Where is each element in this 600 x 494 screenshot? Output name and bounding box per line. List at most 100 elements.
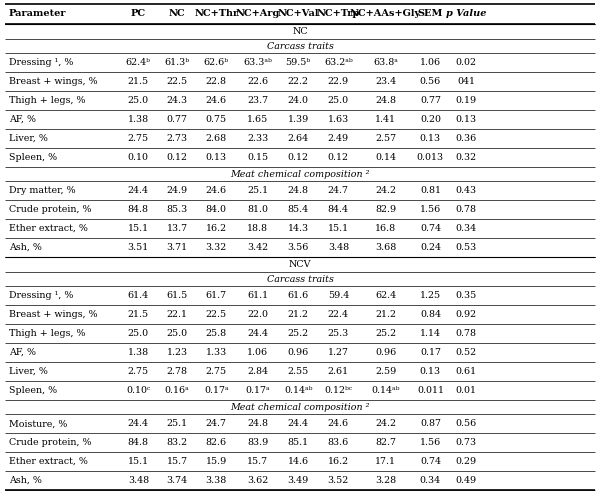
Text: 82.9: 82.9 xyxy=(375,205,396,214)
Text: 0.13: 0.13 xyxy=(206,153,227,162)
Text: 25.0: 25.0 xyxy=(128,96,149,105)
Text: 83.6: 83.6 xyxy=(328,438,349,447)
Text: NC+Val: NC+Val xyxy=(277,9,319,18)
Text: Ether extract, %: Ether extract, % xyxy=(9,457,88,466)
Text: 1.63: 1.63 xyxy=(328,115,349,124)
Text: 22.4: 22.4 xyxy=(328,310,349,319)
Text: 1.38: 1.38 xyxy=(128,348,149,357)
Text: 25.3: 25.3 xyxy=(328,329,349,338)
Text: 85.4: 85.4 xyxy=(287,205,309,214)
Text: Ether extract, %: Ether extract, % xyxy=(9,224,88,233)
Text: 82.6: 82.6 xyxy=(206,438,227,447)
Text: 0.77: 0.77 xyxy=(420,96,441,105)
Text: NC+Thr: NC+Thr xyxy=(194,9,238,18)
Text: 15.7: 15.7 xyxy=(247,457,268,466)
Text: Thigh + legs, %: Thigh + legs, % xyxy=(9,96,86,105)
Text: 24.9: 24.9 xyxy=(166,186,188,195)
Text: 0.17ᵃ: 0.17ᵃ xyxy=(204,386,229,395)
Text: 0.10: 0.10 xyxy=(128,153,149,162)
Text: NC+AAs+Gly: NC+AAs+Gly xyxy=(350,9,421,18)
Text: 81.0: 81.0 xyxy=(247,205,268,214)
Text: 0.12: 0.12 xyxy=(328,153,349,162)
Text: 0.34: 0.34 xyxy=(420,476,441,485)
Text: Carcass traits: Carcass traits xyxy=(266,41,334,50)
Text: 0.29: 0.29 xyxy=(456,457,477,466)
Text: 0.13: 0.13 xyxy=(420,134,441,143)
Text: 0.10ᶜ: 0.10ᶜ xyxy=(126,386,151,395)
Text: Parameter: Parameter xyxy=(9,9,67,18)
Text: 24.6: 24.6 xyxy=(206,96,227,105)
Text: 0.01: 0.01 xyxy=(456,386,477,395)
Text: 3.48: 3.48 xyxy=(328,243,349,252)
Text: 21.2: 21.2 xyxy=(375,310,396,319)
Text: 62.4: 62.4 xyxy=(375,291,396,300)
Text: 0.92: 0.92 xyxy=(456,310,477,319)
Text: NCV: NCV xyxy=(289,260,311,269)
Text: 0.36: 0.36 xyxy=(456,134,477,143)
Text: 3.38: 3.38 xyxy=(206,476,227,485)
Text: 3.32: 3.32 xyxy=(206,243,227,252)
Text: 2.59: 2.59 xyxy=(375,367,396,376)
Text: 24.6: 24.6 xyxy=(206,186,227,195)
Text: Dressing ¹, %: Dressing ¹, % xyxy=(9,291,73,300)
Text: 0.32: 0.32 xyxy=(456,153,477,162)
Text: 24.0: 24.0 xyxy=(288,96,309,105)
Text: 25.2: 25.2 xyxy=(375,329,396,338)
Text: Meat chemical composition ²: Meat chemical composition ² xyxy=(230,169,370,178)
Text: 2.55: 2.55 xyxy=(287,367,309,376)
Text: 24.4: 24.4 xyxy=(247,329,268,338)
Text: 0.13: 0.13 xyxy=(420,367,441,376)
Text: 0.96: 0.96 xyxy=(287,348,309,357)
Text: 61.1: 61.1 xyxy=(247,291,268,300)
Text: 25.0: 25.0 xyxy=(328,96,349,105)
Text: Breast + wings, %: Breast + wings, % xyxy=(9,310,98,319)
Text: 0.02: 0.02 xyxy=(456,58,477,67)
Text: AF, %: AF, % xyxy=(9,348,36,357)
Text: 25.0: 25.0 xyxy=(128,329,149,338)
Text: 21.2: 21.2 xyxy=(288,310,309,319)
Text: 15.1: 15.1 xyxy=(128,457,149,466)
Text: 84.0: 84.0 xyxy=(206,205,227,214)
Text: Breast + wings, %: Breast + wings, % xyxy=(9,77,98,86)
Text: 0.12: 0.12 xyxy=(166,153,187,162)
Text: 15.1: 15.1 xyxy=(328,224,349,233)
Text: 22.5: 22.5 xyxy=(166,77,188,86)
Text: 0.53: 0.53 xyxy=(456,243,477,252)
Text: 2.57: 2.57 xyxy=(375,134,396,143)
Text: 61.4: 61.4 xyxy=(128,291,149,300)
Text: 85.1: 85.1 xyxy=(287,438,309,447)
Text: 84.4: 84.4 xyxy=(328,205,349,214)
Text: 1.25: 1.25 xyxy=(420,291,441,300)
Text: 63.8ᵃ: 63.8ᵃ xyxy=(373,58,398,67)
Text: 2.75: 2.75 xyxy=(128,367,149,376)
Text: 0.74: 0.74 xyxy=(420,224,441,233)
Text: 15.9: 15.9 xyxy=(206,457,227,466)
Text: 63.2ᵃᵇ: 63.2ᵃᵇ xyxy=(324,58,353,67)
Text: 2.68: 2.68 xyxy=(206,134,227,143)
Text: 2.78: 2.78 xyxy=(166,367,187,376)
Text: Spleen, %: Spleen, % xyxy=(9,386,57,395)
Text: Moisture, %: Moisture, % xyxy=(9,419,67,428)
Text: Liver, %: Liver, % xyxy=(9,367,48,376)
Text: 59.4: 59.4 xyxy=(328,291,349,300)
Text: 0.84: 0.84 xyxy=(420,310,441,319)
Text: 2.75: 2.75 xyxy=(128,134,149,143)
Text: 0.16ᵃ: 0.16ᵃ xyxy=(164,386,190,395)
Text: 62.6ᵇ: 62.6ᵇ xyxy=(203,58,229,67)
Text: 25.1: 25.1 xyxy=(247,186,268,195)
Text: 13.7: 13.7 xyxy=(166,224,188,233)
Text: 21.5: 21.5 xyxy=(128,77,149,86)
Text: 61.7: 61.7 xyxy=(206,291,227,300)
Text: Ash, %: Ash, % xyxy=(9,476,42,485)
Text: 3.42: 3.42 xyxy=(247,243,268,252)
Text: 23.4: 23.4 xyxy=(375,77,396,86)
Text: 0.14ᵃᵇ: 0.14ᵃᵇ xyxy=(284,386,313,395)
Text: 24.3: 24.3 xyxy=(166,96,188,105)
Text: 0.81: 0.81 xyxy=(420,186,441,195)
Text: 0.17: 0.17 xyxy=(420,348,441,357)
Text: 0.19: 0.19 xyxy=(456,96,477,105)
Text: 0.87: 0.87 xyxy=(420,419,441,428)
Text: 0.17ᵃ: 0.17ᵃ xyxy=(245,386,270,395)
Text: 0.35: 0.35 xyxy=(456,291,477,300)
Text: 24.7: 24.7 xyxy=(328,186,349,195)
